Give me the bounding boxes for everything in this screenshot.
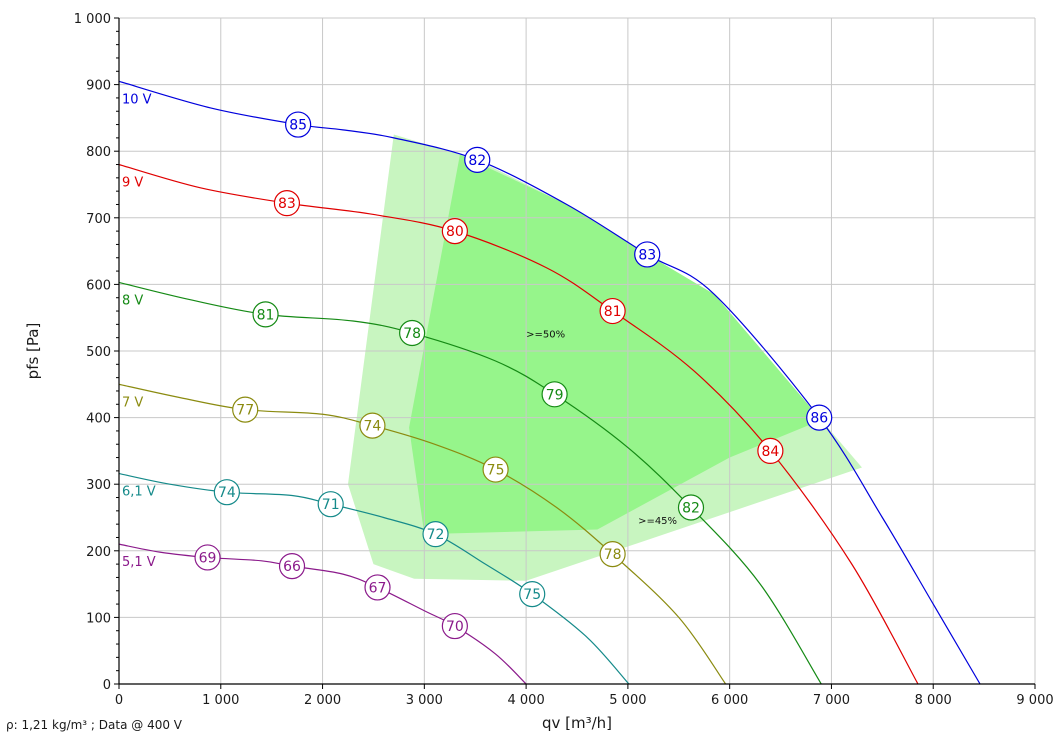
efficiency-marker-label: 82	[468, 153, 486, 169]
y-tick-label: 100	[86, 611, 111, 626]
y-tick-label: 600	[86, 278, 111, 293]
y-tick-label: 0	[103, 678, 111, 693]
x-tick-label: 5 000	[609, 693, 646, 708]
y-tick-label: 1 000	[74, 12, 111, 27]
efficiency-marker	[273, 190, 301, 217]
y-tick-label: 200	[86, 545, 111, 560]
efficiency-zone-label: >=50%	[526, 330, 565, 341]
efficiency-zone-label: >=45%	[638, 516, 677, 527]
series-6: 5,1 V 69 66 67 70	[118, 543, 527, 685]
series-label: 10 V	[122, 92, 152, 107]
efficiency-marker-label: 66	[283, 559, 301, 575]
efficiency-marker-label: 82	[682, 501, 700, 517]
series-5: 6,1 V 74 71 72 75	[118, 472, 630, 685]
series-label: 9 V	[122, 176, 143, 191]
x-tick-label: 1 000	[202, 693, 239, 708]
efficiency-marker	[285, 111, 312, 138]
x-tick-label: 4 000	[508, 693, 545, 708]
efficiency-marker	[464, 146, 491, 173]
efficiency-marker-label: 85	[289, 118, 307, 134]
series-line	[118, 472, 630, 685]
efficiency-marker-label: 79	[546, 387, 564, 403]
x-tick-label: 7 000	[813, 693, 850, 708]
x-tick-label: 8 000	[915, 693, 952, 708]
efficiency-marker	[232, 396, 259, 423]
series-line	[118, 543, 527, 685]
x-axis-label: qv [m³/h]	[542, 714, 612, 732]
series-1: 10 V 85 82 83 86	[118, 80, 981, 685]
efficiency-marker-label: 77	[236, 403, 254, 419]
series-line	[118, 281, 822, 685]
efficiency-marker-label: 83	[278, 196, 296, 212]
efficiency-marker	[317, 491, 344, 518]
series-label: 7 V	[122, 395, 143, 410]
y-tick-label: 900	[86, 79, 111, 94]
series-label: 5,1 V	[122, 555, 156, 570]
x-tick-label: 3 000	[406, 693, 443, 708]
series-2: 9 V 83 80 81 84	[118, 163, 919, 685]
efficiency-marker	[194, 544, 221, 571]
efficiency-marker	[213, 479, 240, 506]
footnote: ρ: 1,21 kg/m³ ; Data @ 400 V	[6, 718, 182, 732]
efficiency-marker	[359, 412, 386, 439]
efficiency-marker-label: 74	[218, 485, 236, 501]
efficiency-marker-label: 78	[604, 547, 622, 563]
efficiency-marker-label: 71	[322, 497, 340, 513]
efficiency-marker	[599, 297, 626, 325]
efficiency-marker	[519, 580, 546, 608]
y-tick-label: 800	[86, 145, 111, 160]
efficiency-marker-label: 80	[446, 224, 464, 240]
efficiency-marker-label: 84	[761, 444, 779, 460]
y-tick-label: 700	[86, 212, 111, 227]
efficiency-marker-label: 75	[487, 463, 505, 479]
y-tick-label: 400	[86, 412, 111, 427]
axes: 0 1 000 2 000 3 000 4 000 5 000 6 000 7 000 8 00…	[74, 12, 1054, 708]
x-tick-label: 0	[115, 693, 123, 708]
efficiency-marker	[441, 612, 468, 640]
y-axis-label: pfs [Pa]	[24, 323, 42, 380]
efficiency-marker	[634, 241, 661, 268]
efficiency-marker	[399, 319, 426, 347]
series-4: 7 V 77 74 75 78	[118, 383, 727, 685]
efficiency-marker	[806, 404, 833, 431]
series-label: 8 V	[122, 293, 143, 308]
efficiency-marker	[252, 301, 279, 328]
efficiency-marker-label: 81	[604, 304, 622, 320]
efficiency-marker	[364, 574, 391, 601]
series-line	[118, 163, 919, 685]
efficiency-marker	[482, 456, 509, 483]
y-tick-label: 300	[86, 478, 111, 493]
efficiency-marker-label: 69	[199, 550, 217, 566]
efficiency-zone-2	[409, 154, 820, 535]
efficiency-marker	[541, 381, 568, 408]
x-tick-label: 6 000	[711, 693, 748, 708]
efficiency-marker-label: 86	[810, 411, 828, 427]
efficiency-marker	[422, 521, 449, 548]
efficiency-marker-label: 75	[523, 587, 541, 603]
y-tick-label: 500	[86, 345, 111, 360]
efficiency-marker	[757, 437, 784, 464]
efficiency-marker	[677, 494, 705, 521]
x-tick-label: 2 000	[304, 693, 341, 708]
efficiency-marker	[599, 541, 626, 568]
efficiency-marker-label: 78	[403, 326, 421, 342]
series-3: 8 V 81 78 79 82	[118, 281, 822, 685]
efficiency-marker-label: 74	[364, 419, 382, 435]
series-label: 6,1 V	[122, 485, 156, 500]
x-tick-label: 9 000	[1016, 693, 1053, 708]
efficiency-marker-label: 83	[638, 247, 656, 263]
efficiency-marker-label: 81	[257, 307, 275, 323]
efficiency-marker-label: 70	[446, 619, 464, 635]
efficiency-marker	[441, 218, 468, 245]
efficiency-zones: >=45% >=50%	[348, 134, 862, 581]
efficiency-marker	[278, 553, 306, 580]
efficiency-marker-label: 67	[369, 580, 387, 596]
efficiency-marker-label: 72	[427, 527, 445, 543]
